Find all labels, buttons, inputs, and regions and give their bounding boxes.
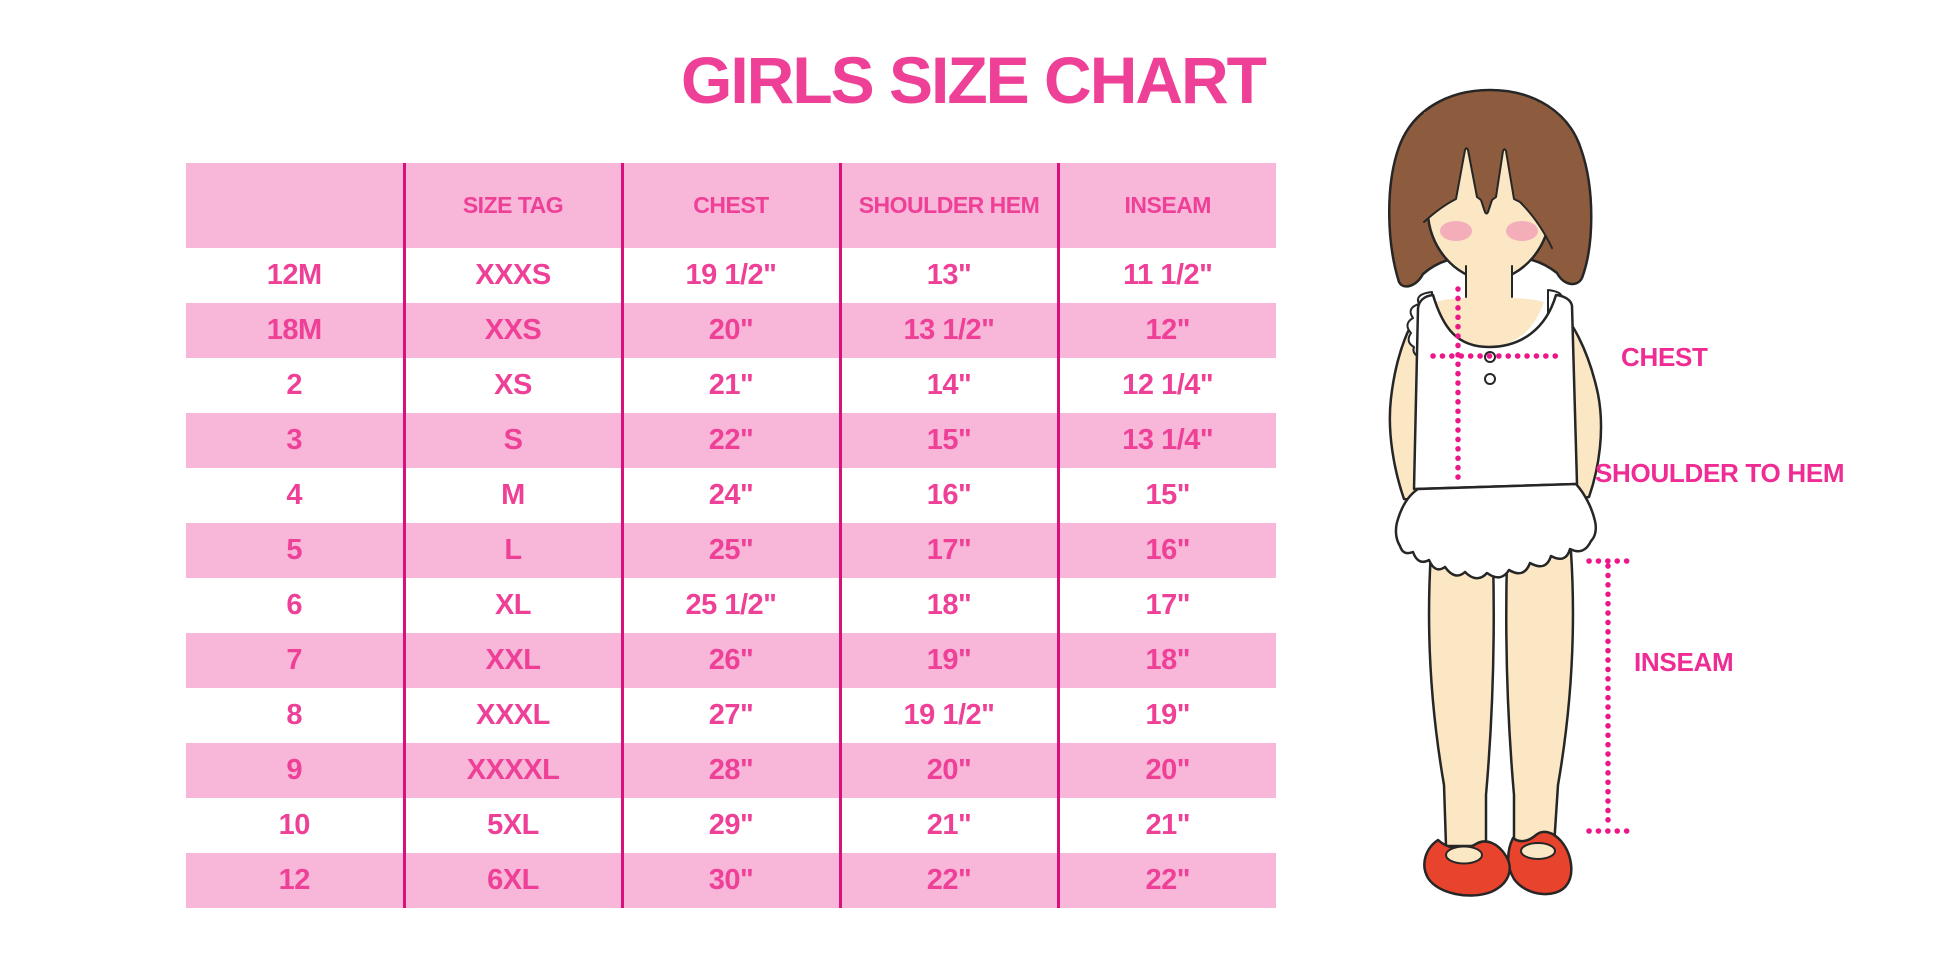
- table-cell: XXL: [402, 633, 622, 688]
- table-cell: 18M: [186, 303, 404, 358]
- table-row: 10 5XL 29" 21" 21": [186, 798, 1276, 853]
- table-row: 3 S 22" 15" 13 1/4": [186, 413, 1276, 468]
- table-row: 8 XXXL 27" 19 1/2" 19": [186, 688, 1276, 743]
- table-cell: XL: [402, 578, 622, 633]
- girl-legs: [1427, 550, 1575, 848]
- table-cell: XXS: [402, 303, 622, 358]
- table-cell: 20": [620, 303, 840, 358]
- table-cell: 25": [620, 523, 840, 578]
- girl-face: [1423, 112, 1554, 283]
- girl-shoes: [1423, 830, 1573, 897]
- table-row: 12M XXXS 19 1/2" 13" 11 1/2": [186, 248, 1276, 303]
- girl-illustration: [1388, 88, 1632, 897]
- table-cell: XXXXL: [402, 743, 622, 798]
- table-cell: S: [402, 413, 622, 468]
- inseam-label: INSEAM: [1634, 647, 1734, 677]
- table-row: 6 XL 25 1/2" 18" 17": [186, 578, 1276, 633]
- table-cell: 16": [1056, 523, 1276, 578]
- header-cell-size: [186, 163, 404, 248]
- table-cell: 21": [1056, 798, 1276, 853]
- table-cell: 20": [838, 743, 1058, 798]
- size-table-body: 12M XXXS 19 1/2" 13" 11 1/2" 18M XXS 20" 13 1/2"…: [186, 248, 1276, 908]
- table-row: 2 XS 21" 14" 12 1/4": [186, 358, 1276, 413]
- table-cell: 3: [186, 413, 404, 468]
- table-cell: 5: [186, 523, 404, 578]
- table-row: 4 M 24" 16" 15": [186, 468, 1276, 523]
- chest-label: CHEST: [1621, 342, 1708, 372]
- page-title: GIRLS SIZE CHART: [680, 43, 1267, 117]
- table-cell: L: [402, 523, 622, 578]
- table-cell: 15": [838, 413, 1058, 468]
- table-cell: 14": [838, 358, 1058, 413]
- table-cell: 4: [286, 479, 303, 511]
- dress-button: [1484, 373, 1496, 385]
- measurement-lines: [1430, 286, 1632, 834]
- size-table-header: SIZE TAG CHEST SHOULDER HEM INSEAM: [186, 163, 1276, 248]
- table-cell: 15": [1056, 468, 1276, 523]
- blush-left: [1440, 221, 1472, 241]
- table-cell: XS: [402, 358, 622, 413]
- table-row: 7 XXL 26" 19" 18": [186, 633, 1276, 688]
- table-cell: M: [402, 468, 622, 523]
- table-cell: 22": [620, 413, 840, 468]
- table-cell: 24": [620, 468, 840, 523]
- header-cell-inseam: INSEAM: [1056, 163, 1276, 248]
- table-cell: 12M: [266, 259, 322, 291]
- header-cell-chest: CHEST: [620, 163, 840, 248]
- table-cell: 17": [838, 523, 1058, 578]
- table-cell: 16": [838, 468, 1058, 523]
- table-cell: 8: [286, 699, 303, 731]
- table-cell: 19 1/2": [620, 248, 840, 303]
- table-row: 18M XXS 20" 13 1/2" 12": [186, 303, 1276, 358]
- header-row: SIZE TAG CHEST SHOULDER HEM INSEAM: [186, 163, 1276, 248]
- table-cell: 22": [838, 853, 1058, 908]
- table-cell: 9: [186, 743, 404, 798]
- table-cell: 5XL: [402, 798, 622, 853]
- header-cell-size-tag: SIZE TAG: [402, 163, 622, 248]
- table-cell: 2: [286, 369, 303, 401]
- blush-right: [1506, 221, 1538, 241]
- header-cell-shoulder-hem: SHOULDER HEM: [838, 163, 1058, 248]
- table-cell: 12": [1056, 303, 1276, 358]
- table-cell: 19": [838, 633, 1058, 688]
- table-cell: 29": [620, 798, 840, 853]
- size-table: SIZE TAG CHEST SHOULDER HEM INSEAM 12M XX…: [186, 163, 1276, 908]
- table-row: 5 L 25" 17" 16": [186, 523, 1276, 578]
- shoulder-to-hem-label: SHOULDER TO HEM: [1595, 458, 1845, 488]
- table-cell: XXXS: [402, 248, 622, 303]
- table-cell: 12: [186, 853, 404, 908]
- table-cell: 22": [1056, 853, 1276, 908]
- table-cell: 10: [278, 809, 311, 841]
- table-cell: 19 1/2": [838, 688, 1058, 743]
- table-cell: 18": [1056, 633, 1276, 688]
- table-cell: XXXL: [402, 688, 622, 743]
- table-cell: 13": [838, 248, 1058, 303]
- table-cell: 13 1/2": [838, 303, 1058, 358]
- table-cell: 6: [286, 589, 303, 621]
- dress-skirt: [1394, 482, 1598, 580]
- table-cell: 20": [1056, 743, 1276, 798]
- dress-bodice: [1412, 293, 1579, 491]
- table-cell: 19": [1056, 688, 1276, 743]
- table-row: 9 XXXXL 28" 20" 20": [186, 743, 1276, 798]
- table-cell: 6XL: [402, 853, 622, 908]
- table-cell: 26": [620, 633, 840, 688]
- girl-neck: [1434, 258, 1544, 347]
- table-cell: 13 1/4": [1056, 413, 1276, 468]
- table-cell: 18": [838, 578, 1058, 633]
- table-cell: 27": [620, 688, 840, 743]
- table-cell: 28": [620, 743, 840, 798]
- table-row: 12 6XL 30" 22" 22": [186, 853, 1276, 908]
- table-cell: 30": [620, 853, 840, 908]
- table-cell: 12 1/4": [1056, 358, 1276, 413]
- table-cell: 17": [1056, 578, 1276, 633]
- table-cell: 21": [838, 798, 1058, 853]
- table-cell: 25 1/2": [620, 578, 840, 633]
- table-cell: 11 1/2": [1056, 248, 1276, 303]
- table-cell: 21": [620, 358, 840, 413]
- table-cell: 7: [186, 633, 404, 688]
